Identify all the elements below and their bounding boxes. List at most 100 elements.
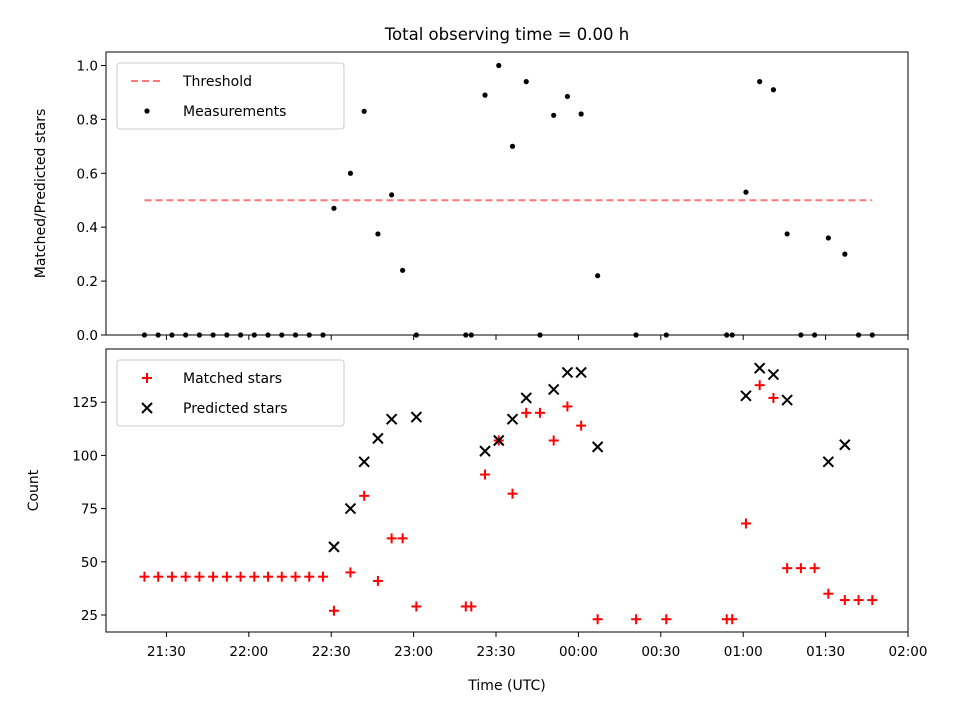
x-marker-b: [344, 502, 357, 515]
y-tick-label: 1.0: [77, 58, 98, 74]
x-tick-label: 21:30: [147, 644, 186, 660]
predicted-star-point: [822, 456, 835, 468]
predicted-star-point: [479, 445, 491, 457]
predicted-star-point: [767, 368, 780, 381]
y-tick-label: 0.8: [77, 112, 98, 128]
legend-box: [116, 62, 345, 130]
matched-star-point: [867, 595, 878, 606]
x-marker-b: [410, 411, 423, 423]
matched-star-point: [235, 571, 246, 582]
matched-star-point: [221, 571, 232, 582]
matched-star-point: [754, 380, 765, 391]
measurement-point: [389, 192, 395, 198]
matched-star-point: [823, 588, 834, 599]
matched-star-point: [507, 488, 518, 499]
matched-star-point: [328, 605, 339, 616]
measurement-point: [743, 189, 749, 195]
x-marker-b: [561, 366, 574, 379]
matched-star-point: [153, 571, 164, 582]
bottom-panel-marks: [139, 362, 878, 625]
y-tick-label: 50: [81, 555, 98, 571]
measurement-point: [784, 231, 790, 237]
predicted-star-point: [493, 434, 505, 447]
measurement-point: [347, 170, 354, 176]
x-marker-b: [493, 434, 505, 447]
bottom-panel-legend: Matched stars Predicted stars: [116, 359, 345, 427]
matched-star-point: [372, 575, 383, 586]
matched-star-point: [480, 469, 491, 480]
measurement-point: [842, 251, 848, 257]
x-tick-label: 02:00: [889, 644, 928, 660]
matched-star-point: [562, 401, 573, 412]
measurement-point: [361, 108, 367, 114]
bottom-panel-y-axis-label: Count: [26, 469, 42, 511]
predicted-star-point: [740, 390, 752, 402]
matched-star-point: [397, 533, 408, 544]
x-tick-label: 01:30: [806, 644, 845, 660]
predicted-star-point: [410, 411, 423, 423]
bottom-panel-axes: 25 50 75 100 125 21:30 22:00 22:30 23:00 23:30 00:…: [72, 395, 927, 660]
predicted-star-point: [344, 502, 357, 515]
measurement-point: [595, 273, 601, 279]
x-tick-label: 01:00: [724, 644, 763, 660]
predicted-star-point: [328, 541, 340, 553]
matched-star-point: [317, 571, 328, 582]
measurement-point: [564, 93, 571, 100]
predicted-star-point: [358, 456, 370, 468]
y-tick-label: 0.6: [77, 166, 98, 182]
predicted-star-point: [591, 441, 604, 453]
matched-star-point: [194, 571, 205, 582]
matched-star-point: [839, 595, 850, 606]
matched-star-point: [740, 518, 751, 529]
x-marker-b: [740, 390, 752, 402]
x-marker-b: [372, 432, 384, 445]
matched-star-point: [386, 533, 397, 544]
x-tick-label: 22:30: [312, 644, 351, 660]
x-tick-label: 23:00: [394, 644, 433, 660]
x-axis-label: Time (UTC): [467, 678, 545, 694]
legend-label: Threshold: [182, 74, 252, 90]
x-marker-b: [839, 439, 851, 451]
bottom-panel-frame: [105, 348, 909, 633]
predicted-star-point: [753, 362, 766, 374]
matched-star-point: [576, 420, 587, 431]
matched-star-point: [809, 563, 820, 574]
measurement-point: [496, 62, 502, 69]
x-tick-label: 00:00: [559, 644, 598, 660]
legend-box: [116, 359, 345, 427]
measurement-point: [770, 87, 777, 93]
matched-star-point: [208, 571, 219, 582]
top-panel: 0.0 0.2 0.4 0.6 0.8 1.0 Matched/Predicted sta…: [33, 51, 909, 344]
legend-matched-swatch: [142, 373, 152, 383]
predicted-star-point: [561, 366, 574, 379]
legend-label: Matched stars: [183, 371, 282, 387]
x-marker-b: [479, 445, 491, 457]
matched-star-point: [521, 407, 532, 418]
x-tick-label: 00:30: [641, 644, 680, 660]
measurement-point: [523, 79, 529, 85]
matched-star-point: [795, 563, 806, 574]
y-tick-label: 0.2: [77, 274, 98, 290]
measurement-point: [578, 111, 584, 117]
predicted-star-point: [781, 394, 793, 406]
x-marker-b: [781, 394, 793, 406]
x-marker-b: [767, 368, 780, 381]
bottom-panel: 25 50 75 100 125 21:30 22:00 22:30 23:00 23:30 00:…: [26, 348, 927, 660]
x-marker-b: [520, 392, 532, 404]
y-tick-label: 0.4: [77, 220, 98, 236]
predicted-star-point: [520, 392, 532, 404]
matched-star-point: [548, 435, 559, 446]
y-tick-label: 125: [72, 395, 98, 411]
matched-star-point: [263, 571, 274, 582]
chart-title: Total observing time = 0.00 h: [384, 25, 629, 44]
predicted-star-point: [385, 413, 398, 425]
x-marker-b: [141, 402, 153, 414]
top-panel-y-axis-label: Matched/Predicted stars: [33, 109, 49, 279]
matched-star-point: [139, 571, 150, 582]
x-marker-b: [506, 413, 519, 425]
measurement-point: [757, 79, 763, 85]
measurement-point: [551, 112, 557, 118]
top-panel-legend: Threshold Measurements: [116, 62, 345, 130]
measurement-point: [482, 92, 488, 98]
